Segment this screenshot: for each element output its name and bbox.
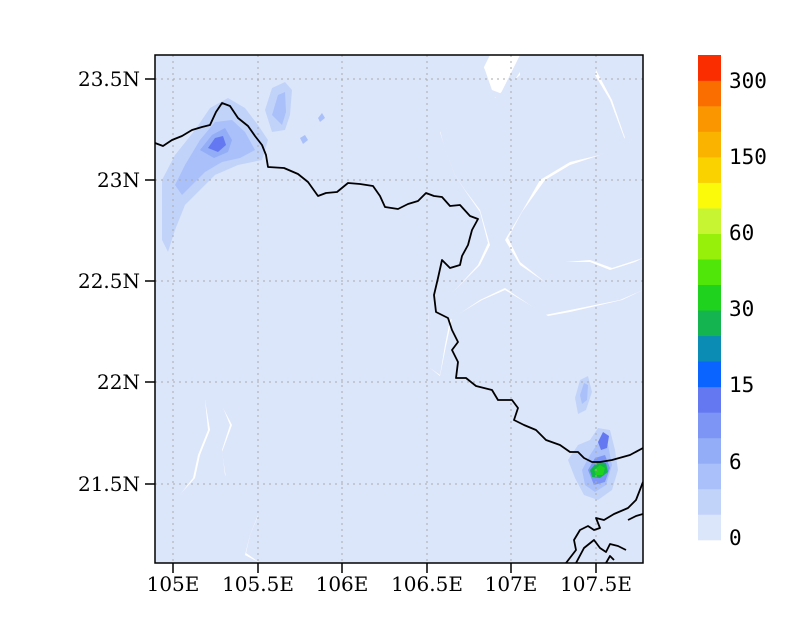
coast-line-3 [627, 513, 643, 521]
field-level-7-east [594, 465, 605, 475]
lon-tick-label: 105E [147, 572, 200, 596]
lon-tick-label: 106E [316, 572, 369, 596]
colorbar-swatch [698, 437, 721, 464]
coast-line-1 [565, 481, 643, 563]
colorbar-swatch [698, 335, 721, 362]
colorbar-swatch [698, 208, 721, 234]
plot-frame [154, 54, 644, 564]
colorbar-label: 6 [729, 450, 742, 474]
field-lowest-level [155, 55, 643, 563]
lat-tick-label: 21.5N [78, 472, 140, 496]
field-speck-2 [318, 113, 325, 122]
lon-tick-label: 106.5E [391, 572, 463, 596]
colorbar-swatch [698, 310, 721, 337]
colorbar-label: 300 [729, 69, 767, 93]
colorbar-swatch [698, 386, 721, 413]
colorbar-swatch [698, 284, 721, 311]
colorbar-label: 150 [729, 145, 767, 169]
lat-tick-label: 22.5N [78, 269, 140, 293]
colorbar-label: 60 [729, 221, 754, 245]
colorbar-label: 15 [729, 373, 754, 397]
colorbar-swatch [698, 233, 721, 260]
field-level-3-east-a [580, 383, 588, 404]
colorbar-labels: 0 6 15 30 60 150 300 [729, 69, 767, 550]
lon-tick-label: 107.5E [560, 572, 632, 596]
field-speck-1 [300, 135, 308, 144]
colorbar-label: 30 [729, 297, 754, 321]
field-base [155, 55, 643, 563]
colorbar-swatch [698, 514, 721, 541]
colorbar-swatch [698, 412, 721, 439]
lat-tick-label: 22N [97, 370, 140, 394]
colorbar-swatch [698, 361, 721, 388]
colorbar-label: 0 [729, 526, 742, 550]
lon-tick-label: 105.5E [222, 572, 294, 596]
lon-tick-label: 107E [485, 572, 538, 596]
lat-tick-label: 23.5N [78, 67, 140, 91]
colorbar-swatch [698, 106, 721, 132]
coast-line-2 [575, 539, 627, 563]
colorbar-swatch [698, 259, 721, 286]
coast-line-4 [605, 555, 615, 563]
border-line [155, 102, 643, 463]
colorbar-swatch [698, 55, 721, 81]
colorbar-swatch [698, 80, 721, 107]
colorbar-swatch [698, 182, 721, 209]
colorbar [698, 55, 721, 541]
colorbar-swatch [698, 131, 721, 158]
field-level-3-north [272, 92, 286, 125]
field-level-5-west [208, 136, 226, 152]
colorbar-swatch [698, 157, 721, 183]
colorbar-swatch [698, 463, 721, 490]
field-level-5-east-top [598, 432, 609, 450]
lat-tick-label: 23N [97, 168, 140, 192]
colorbar-swatch [698, 488, 721, 515]
